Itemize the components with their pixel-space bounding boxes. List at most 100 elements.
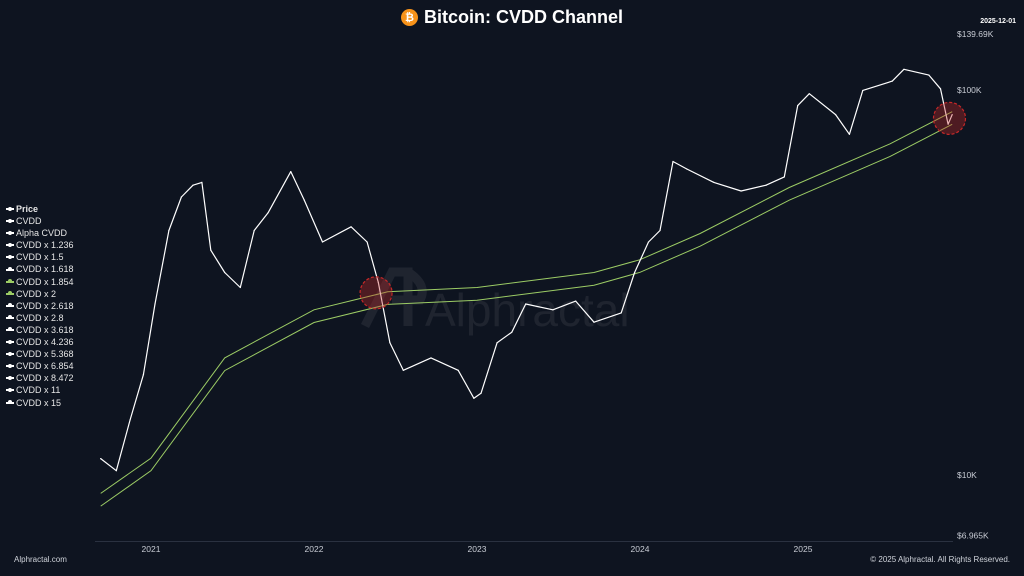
price-point xyxy=(808,93,810,95)
legend-item[interactable]: CVDD x 2 xyxy=(6,288,74,300)
chart-title-text: Bitcoin: CVDD Channel xyxy=(423,7,623,27)
price-point xyxy=(224,271,226,274)
price-point xyxy=(180,196,182,198)
price-point xyxy=(253,229,255,232)
price-point xyxy=(239,286,241,289)
legend-label: CVDD x 1.5 xyxy=(16,252,64,263)
price-point xyxy=(402,369,404,371)
legend-label: CVDD xyxy=(16,216,42,227)
price-point xyxy=(377,281,379,283)
price-point xyxy=(740,190,742,192)
legend-label: CVDD x 3.618 xyxy=(16,324,74,335)
legend-item[interactable]: CVDD x 4.236 xyxy=(6,336,74,348)
price-point xyxy=(634,271,636,274)
legend-label: CVDD x 6.854 xyxy=(16,361,74,372)
price-point xyxy=(473,397,475,399)
chart-title: ₿ Bitcoin: CVDD Channel xyxy=(0,7,1024,28)
legend-label: CVDD x 15 xyxy=(16,397,62,408)
price-point xyxy=(168,229,170,232)
band-line-1-854 xyxy=(100,123,953,507)
legend-marker-icon xyxy=(6,291,14,296)
legend-marker-icon xyxy=(6,242,14,247)
price-point xyxy=(939,88,942,90)
legend-label: Alpha CVDD xyxy=(16,228,68,239)
legend-item[interactable]: CVDD x 3.618 xyxy=(6,324,74,336)
legend-item[interactable]: Price xyxy=(6,203,74,215)
price-point xyxy=(620,312,622,314)
x-tick-label: 2023 xyxy=(468,544,487,554)
price-point xyxy=(303,199,305,201)
legend-item[interactable]: CVDD x 8.472 xyxy=(6,372,74,384)
date-label: 2025-12-01 xyxy=(980,18,1016,25)
legend-item[interactable]: CVDD x 1.854 xyxy=(6,276,74,288)
legend-item[interactable]: CVDD x 6.854 xyxy=(6,360,74,372)
legend-label: CVDD x 8.472 xyxy=(16,373,74,384)
legend-label: CVDD x 1.618 xyxy=(16,264,74,275)
legend-marker-icon xyxy=(6,315,14,320)
price-point xyxy=(765,184,767,186)
price-point xyxy=(267,212,269,214)
bitcoin-icon: ₿ xyxy=(400,9,418,26)
x-tick-label: 2022 xyxy=(305,544,324,554)
legend-item[interactable]: Alpha CVDD xyxy=(6,227,74,239)
price-point xyxy=(290,171,292,173)
legend-item[interactable]: CVDD x 2.8 xyxy=(6,312,74,324)
legend-label: CVDD x 1.854 xyxy=(16,276,74,287)
price-point xyxy=(891,80,893,82)
x-tick-label: 2021 xyxy=(142,544,161,554)
legend-item[interactable]: CVDD x 11 xyxy=(6,384,74,396)
legend-marker-icon xyxy=(6,267,14,272)
price-point xyxy=(496,342,498,344)
price-point xyxy=(457,369,459,371)
price-point xyxy=(686,168,688,170)
price-point xyxy=(659,229,661,232)
price-point xyxy=(783,176,785,178)
legend-marker-icon xyxy=(6,375,14,380)
price-line xyxy=(100,68,953,472)
footer-copyright: © 2025 Alphractal. All Rights Reserved. xyxy=(870,555,1010,564)
price-point xyxy=(672,160,674,163)
price-point xyxy=(389,342,391,344)
price-point xyxy=(115,470,117,472)
legend-label: CVDD x 2.8 xyxy=(16,312,64,323)
x-tick-label: 2024 xyxy=(631,544,650,554)
price-point xyxy=(142,374,145,376)
legend-item[interactable]: CVDD x 2.618 xyxy=(6,300,74,312)
legend-marker-icon xyxy=(6,351,14,356)
y-tick-label: $6.965K xyxy=(957,530,989,540)
legend-marker-icon xyxy=(6,230,14,235)
legend-marker-icon xyxy=(6,218,14,223)
price-point xyxy=(154,303,156,305)
price-point xyxy=(647,241,650,243)
legend-label: CVDD x 2.618 xyxy=(16,300,74,311)
legend-item[interactable]: CVDD x 5.368 xyxy=(6,348,74,360)
footer-site: Alphractal.com xyxy=(14,555,67,564)
price-point xyxy=(951,114,953,116)
price-point xyxy=(201,181,203,184)
price-point xyxy=(210,249,212,251)
price-point xyxy=(350,226,352,228)
price-point xyxy=(903,68,905,70)
legend-marker-icon xyxy=(6,387,14,392)
price-point xyxy=(552,309,554,311)
legend-marker-icon xyxy=(6,400,14,405)
y-tick-label: $10K xyxy=(957,470,977,480)
legend-item[interactable]: CVDD x 1.618 xyxy=(6,263,74,275)
price-point xyxy=(100,458,102,460)
price-point xyxy=(192,184,194,186)
price-point xyxy=(480,392,482,394)
legend-item[interactable]: CVDD xyxy=(6,215,74,227)
legend-label: CVDD x 11 xyxy=(16,385,61,396)
legend-item[interactable]: CVDD x 1.5 xyxy=(6,251,74,263)
price-point xyxy=(129,419,131,421)
highlight-circle xyxy=(932,101,967,135)
legend-item[interactable]: CVDD x 15 xyxy=(6,397,74,409)
legend-item[interactable]: CVDD x 1.236 xyxy=(6,239,74,251)
price-point xyxy=(797,104,799,107)
price-point xyxy=(947,123,949,125)
price-point xyxy=(862,89,864,92)
legend-marker-icon xyxy=(6,303,14,308)
price-point xyxy=(321,241,324,243)
legend-label: CVDD x 2 xyxy=(16,288,57,299)
price-point xyxy=(713,181,715,184)
